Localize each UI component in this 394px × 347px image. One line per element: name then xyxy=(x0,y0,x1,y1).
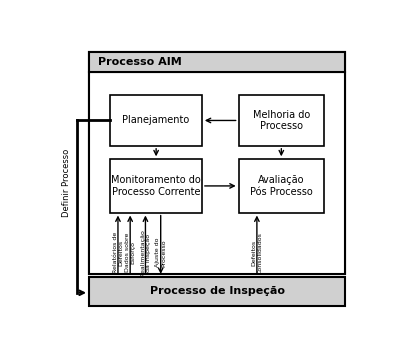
Text: Definir Processo: Definir Processo xyxy=(61,149,71,217)
Text: Monitoramento do
Processo Corrente: Monitoramento do Processo Corrente xyxy=(111,175,201,197)
Text: Relatórios de
Defeitos: Relatórios de Defeitos xyxy=(113,232,123,273)
Text: Processo de Inspeção: Processo de Inspeção xyxy=(150,287,285,296)
Text: Defeitos
Consolidados: Defeitos Consolidados xyxy=(251,232,262,274)
Text: Avaliação
Pós Processo: Avaliação Pós Processo xyxy=(250,175,313,197)
FancyBboxPatch shape xyxy=(238,159,324,213)
Text: Processo AIM: Processo AIM xyxy=(98,57,182,67)
FancyBboxPatch shape xyxy=(110,95,202,146)
FancyBboxPatch shape xyxy=(89,52,346,73)
FancyBboxPatch shape xyxy=(89,277,346,306)
FancyBboxPatch shape xyxy=(110,159,202,213)
Text: Planejamento: Planejamento xyxy=(123,116,190,126)
Text: Melhoria do
Processo: Melhoria do Processo xyxy=(253,110,310,131)
FancyBboxPatch shape xyxy=(89,52,346,274)
Text: Realimentação
da Inspeção: Realimentação da Inspeção xyxy=(140,229,151,276)
FancyBboxPatch shape xyxy=(89,73,346,274)
FancyBboxPatch shape xyxy=(238,95,324,146)
Text: Dados sobre
Esforço: Dados sobre Esforço xyxy=(125,233,136,272)
Text: Ajuste do
Processo: Ajuste do Processo xyxy=(155,238,166,268)
